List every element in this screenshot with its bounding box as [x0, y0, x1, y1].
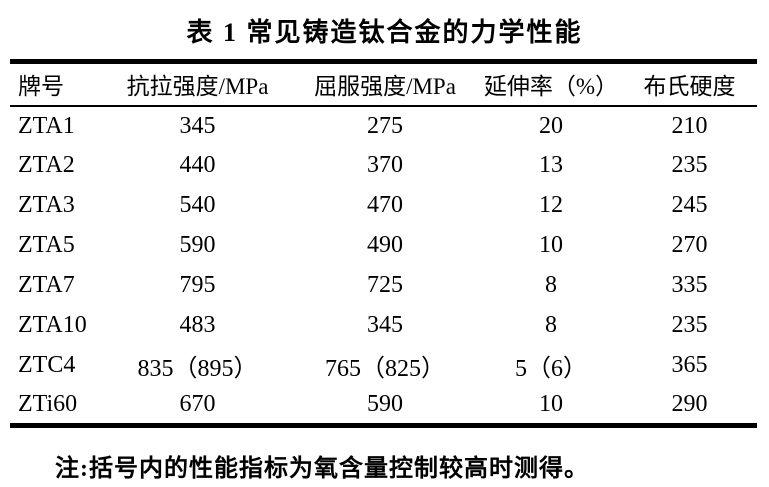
header-row: 牌号 抗拉强度/MPa 屈服强度/MPa 延伸率（%） 布氏硬度 — [10, 62, 757, 106]
grade-cell: ZTA7 — [18, 272, 75, 298]
table-cell: 245 — [671, 192, 708, 218]
table-cell: 483 — [179, 312, 216, 338]
column-header: 布氏硬度 — [643, 74, 736, 100]
grade-cell: ZTC4 — [18, 352, 76, 378]
table-cell: 235 — [671, 152, 708, 178]
table-body: ZTA1 345 275 20 210 ZTA2 440 370 13 235 ZTA3 540 470… — [10, 106, 757, 426]
table-cell: 13 — [539, 152, 563, 178]
table-cell: 590 — [179, 232, 216, 258]
table-cell: 725 — [367, 272, 403, 298]
grade-cell: ZTi60 — [18, 390, 78, 417]
grade-cell: ZTA2 — [18, 152, 75, 178]
table-row: ZTA3 540 470 12 245 — [10, 186, 757, 226]
table-row: ZTA1 345 275 20 210 — [10, 106, 757, 146]
table-cell: 5（6） — [515, 356, 587, 382]
table-cell: 490 — [367, 232, 403, 258]
table-cell: 8 — [545, 272, 557, 298]
table-cell: 670 — [179, 390, 216, 417]
column-header: 抗拉强度/MPa — [126, 74, 269, 100]
table-cell: 795 — [179, 272, 216, 298]
table-cell: 765（825） — [325, 356, 445, 382]
grade-cell: ZTA3 — [18, 192, 75, 218]
column-header: 牌号 — [18, 74, 64, 100]
table-cell: 835（895） — [137, 356, 258, 382]
alloy-properties-table: 牌号 抗拉强度/MPa 屈服强度/MPa 延伸率（%） 布氏硬度 ZTA1 345 275 2… — [10, 59, 757, 428]
table-row: ZTA10 483 345 8 235 — [10, 306, 757, 346]
table-cell: 440 — [179, 152, 216, 178]
table-cell: 20 — [539, 112, 563, 139]
table-note: 注:括号内的性能指标为氧含量控制较高时测得。 — [55, 456, 589, 482]
grade-cell: ZTA5 — [18, 232, 75, 258]
table-cell: 275 — [367, 112, 403, 139]
table-cell: 370 — [367, 152, 403, 178]
table-cell: 270 — [671, 232, 708, 258]
table-cell: 470 — [367, 192, 403, 218]
table-cell: 8 — [545, 312, 557, 338]
table-cell: 365 — [671, 352, 708, 378]
table-cell: 540 — [179, 192, 216, 218]
table-title: 表 1 常见铸造钛合金的力学性能 — [186, 18, 583, 47]
table-cell: 10 — [539, 232, 563, 258]
table-cell: 10 — [539, 390, 563, 417]
table-row: ZTC4 835（895） 765（825） 5（6） 365 — [10, 346, 757, 386]
table-cell: 335 — [671, 272, 708, 298]
table-row: ZTi60 670 590 10 290 — [10, 386, 757, 426]
table-cell: 235 — [671, 312, 708, 338]
table-cell: 12 — [539, 192, 563, 218]
table-cell: 345 — [367, 312, 403, 338]
table-row: ZTA5 590 490 10 270 — [10, 226, 757, 266]
table-cell: 290 — [671, 390, 708, 417]
table-row: ZTA7 795 725 8 335 — [10, 266, 757, 306]
column-header: 延伸率（%） — [483, 74, 619, 100]
table-cell: 590 — [367, 390, 403, 417]
grade-cell: ZTA1 — [18, 112, 75, 139]
table-row: ZTA2 440 370 13 235 — [10, 146, 757, 186]
column-header: 屈服强度/MPa — [314, 74, 456, 100]
grade-cell: ZTA10 — [18, 312, 87, 338]
table-cell: 345 — [179, 112, 216, 139]
table-cell: 210 — [671, 112, 708, 139]
